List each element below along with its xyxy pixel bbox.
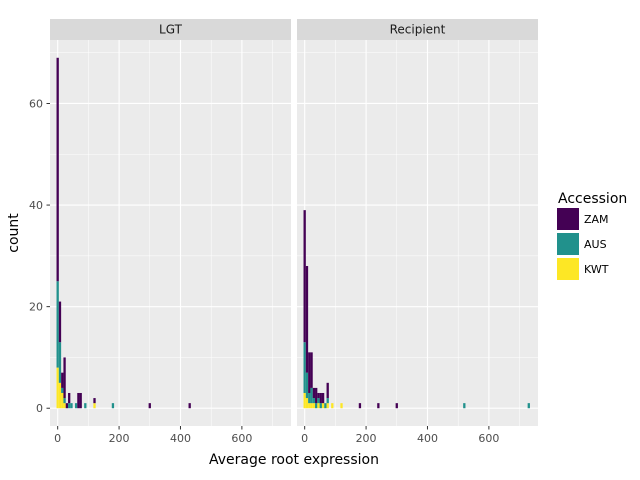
bar-zam bbox=[79, 392, 82, 409]
bar-zam bbox=[395, 403, 398, 409]
panel-background-recipient bbox=[297, 40, 538, 426]
bar-aus bbox=[61, 387, 64, 393]
bar-kwt bbox=[326, 403, 329, 409]
bar-kwt bbox=[312, 403, 316, 409]
x-tick-label: 400 bbox=[170, 432, 191, 445]
bar-zam bbox=[305, 266, 309, 373]
x-tick-label: 600 bbox=[478, 432, 499, 445]
facet-strip-label-lgt: LGT bbox=[159, 23, 183, 37]
bar-kwt bbox=[308, 403, 311, 409]
bar-aus bbox=[463, 403, 466, 409]
bar-zam bbox=[58, 301, 62, 343]
y-tick-label: 60 bbox=[29, 97, 43, 110]
bar-kwt bbox=[317, 403, 320, 409]
bar-kwt bbox=[63, 403, 66, 409]
bar-kwt bbox=[58, 382, 62, 409]
bar-kwt bbox=[305, 398, 309, 409]
bar-kwt bbox=[331, 403, 334, 409]
bar-zam bbox=[63, 357, 66, 399]
bar-aus bbox=[68, 403, 71, 409]
legend-swatch-kwt bbox=[557, 258, 579, 280]
bar-zam bbox=[321, 392, 325, 404]
bar-kwt bbox=[303, 392, 306, 409]
bar-kwt bbox=[310, 403, 313, 409]
bar-aus bbox=[63, 398, 66, 404]
x-tick-label: 200 bbox=[356, 432, 377, 445]
bar-zam bbox=[315, 387, 318, 404]
y-axis-title: count bbox=[6, 213, 22, 253]
bar-zam bbox=[93, 398, 96, 404]
bar-aus bbox=[303, 342, 306, 393]
bar-zam bbox=[68, 392, 71, 404]
bar-aus bbox=[310, 387, 313, 404]
bar-kwt bbox=[61, 392, 64, 409]
bar-zam bbox=[308, 352, 311, 393]
bar-zam bbox=[77, 392, 80, 409]
y-tick-label: 0 bbox=[36, 402, 43, 415]
facet-strip-recipient bbox=[297, 19, 538, 40]
bar-zam bbox=[312, 387, 316, 399]
bar-zam bbox=[188, 403, 191, 409]
legend-label-zam: ZAM bbox=[584, 213, 609, 226]
bar-aus bbox=[308, 392, 311, 404]
x-axis-title: Average root expression bbox=[209, 452, 379, 468]
x-tick-label: 0 bbox=[301, 432, 308, 445]
bar-aus bbox=[84, 403, 87, 409]
legend-swatch-aus bbox=[557, 233, 579, 255]
panel-background-lgt bbox=[50, 40, 291, 426]
x-tick-label: 0 bbox=[54, 432, 61, 445]
bar-zam bbox=[319, 392, 322, 404]
x-tick-label: 400 bbox=[417, 432, 438, 445]
y-axis: 0 20 40 60 bbox=[29, 97, 50, 415]
legend-label-kwt: KWT bbox=[584, 263, 609, 276]
bar-aus bbox=[317, 398, 320, 404]
bar-aus bbox=[312, 398, 316, 404]
y-tick-label: 20 bbox=[29, 301, 43, 314]
bar-zam bbox=[326, 382, 329, 399]
bar-aus bbox=[305, 372, 309, 399]
x-tick-label: 200 bbox=[109, 432, 130, 445]
bar-zam bbox=[65, 403, 69, 409]
bar-zam bbox=[56, 57, 59, 282]
y-tick-label: 40 bbox=[29, 199, 43, 212]
bar-zam bbox=[358, 403, 362, 409]
bar-zam bbox=[148, 403, 151, 409]
legend-label-aus: AUS bbox=[584, 238, 607, 251]
bar-kwt bbox=[93, 403, 96, 409]
bar-aus bbox=[56, 281, 59, 368]
facet-strip-label-recipient: Recipient bbox=[390, 23, 446, 37]
bar-aus bbox=[319, 403, 322, 409]
bar-aus bbox=[58, 342, 62, 383]
bar-zam bbox=[317, 392, 320, 399]
legend-swatch-zam bbox=[557, 208, 579, 230]
bar-aus bbox=[74, 403, 78, 409]
legend: Accession ZAM AUS KWT bbox=[557, 191, 627, 280]
x-axis-lgt: 0 200 400 600 bbox=[54, 426, 252, 445]
x-tick-label: 600 bbox=[231, 432, 252, 445]
bars-lgt bbox=[56, 57, 191, 409]
x-axis-recipient: 0 200 400 600 bbox=[301, 426, 499, 445]
bar-kwt bbox=[321, 403, 325, 409]
bar-aus bbox=[324, 403, 327, 409]
facet-strip-lgt bbox=[50, 19, 291, 40]
bars-recipient bbox=[303, 210, 530, 409]
bar-zam bbox=[377, 403, 380, 409]
bar-aus bbox=[527, 403, 530, 409]
bar-aus bbox=[70, 403, 73, 409]
bar-zam bbox=[61, 372, 64, 388]
legend-items: ZAM AUS KWT bbox=[557, 208, 609, 280]
bar-aus bbox=[111, 403, 115, 409]
facet-panel-lgt: LGT bbox=[50, 19, 291, 426]
bar-aus bbox=[315, 403, 318, 409]
facet-panel-recipient: Recipient bbox=[297, 19, 538, 426]
bar-kwt bbox=[340, 403, 343, 409]
bar-aus bbox=[326, 398, 329, 404]
legend-title: Accession bbox=[558, 191, 627, 207]
bar-kwt bbox=[56, 367, 59, 409]
bar-zam bbox=[303, 210, 306, 343]
bar-zam bbox=[310, 352, 313, 388]
